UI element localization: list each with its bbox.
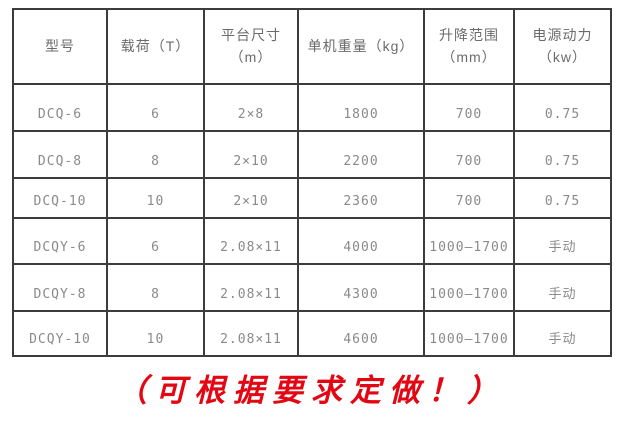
cell-platform-size: 2×10 [203,177,299,219]
cell-model: DCQ-8 [12,130,108,179]
col-header-unit-weight-label: 单机重量（kg） [307,37,415,54]
col-header-model-label: 型号 [45,37,75,54]
col-header-platform-size-label: 平台尺寸 [221,26,281,43]
cell-power: 0.75 [513,83,612,132]
cell-load: 8 [106,263,205,312]
col-header-platform-size: 平台尺寸 （m） [203,8,299,85]
cell-model: DCQY-10 [12,310,108,357]
col-header-lift-range: 升降范围 （mm） [423,8,515,85]
table-row-dcq-8: DCQ-8 8 2×10 2200 700 0.75 [12,130,612,179]
col-header-unit-weight: 单机重量（kg） [297,8,425,85]
spec-table: 型号 载荷（T） 平台尺寸 （m） 单机重量（kg） 升降范围 （mm） 电源动… [12,8,612,357]
cell-lift-range: 700 [423,83,515,132]
cell-platform-size: 2×8 [203,83,299,132]
cell-unit-weight: 2360 [297,177,425,219]
table-row-dcqy-6: DCQY-6 6 2.08×11 4000 1000—1700 手动 [12,217,612,265]
cell-platform-size: 2.08×11 [203,263,299,312]
col-header-lift-range-label: 升降范围 [439,26,499,43]
cell-power: 0.75 [513,130,612,179]
customization-note-text: （可根据要求定做！） [116,372,506,408]
col-header-platform-size-unit: （m） [229,48,273,65]
cell-platform-size: 2.08×11 [203,217,299,265]
cell-unit-weight: 4000 [297,217,425,265]
cell-load: 6 [106,217,205,265]
cell-lift-range: 1000—1700 [423,217,515,265]
cell-load: 6 [106,83,205,132]
col-header-model: 型号 [12,8,108,85]
cell-model: DCQ-6 [12,83,108,132]
cell-lift-range: 1000—1700 [423,310,515,357]
cell-platform-size: 2×10 [203,130,299,179]
col-header-power-unit: （kw） [537,48,588,65]
table-row-dcqy-10: DCQY-10 10 2.08×11 4600 1000—1700 手动 [12,310,612,357]
cell-lift-range: 700 [423,177,515,219]
table-header-row: 型号 载荷（T） 平台尺寸 （m） 单机重量（kg） 升降范围 （mm） 电源动… [12,8,612,85]
table-row-dcqy-8: DCQY-8 8 2.08×11 4300 1000—1700 手动 [12,263,612,312]
table-row-dcq-10: DCQ-10 10 2×10 2360 700 0.75 [12,177,612,219]
cell-load: 10 [106,177,205,219]
cell-load: 10 [106,310,205,357]
col-header-load: 载荷（T） [106,8,205,85]
customization-note: （可根据要求定做！） [0,356,622,418]
col-header-power-label: 电源动力 [532,26,593,43]
cell-unit-weight: 1800 [297,83,425,132]
cell-unit-weight: 4600 [297,310,425,357]
cell-platform-size: 2.08×11 [203,310,299,357]
cell-power: 手动 [513,263,612,312]
cell-unit-weight: 2200 [297,130,425,179]
cell-power: 手动 [513,217,612,265]
cell-load: 8 [106,130,205,179]
cell-unit-weight: 4300 [297,263,425,312]
cell-model: DCQ-10 [12,177,108,219]
cell-model: DCQY-6 [12,217,108,265]
cell-power: 手动 [513,310,612,357]
cell-power: 0.75 [513,177,612,219]
col-header-power: 电源动力 （kw） [513,8,612,85]
col-header-load-label: 载荷（T） [120,37,191,54]
cell-lift-range: 1000—1700 [423,263,515,312]
cell-model: DCQY-8 [12,263,108,312]
table-row-dcq-6: DCQ-6 6 2×8 1800 700 0.75 [12,83,612,132]
cell-lift-range: 700 [423,130,515,179]
col-header-lift-range-unit: （mm） [441,48,497,65]
